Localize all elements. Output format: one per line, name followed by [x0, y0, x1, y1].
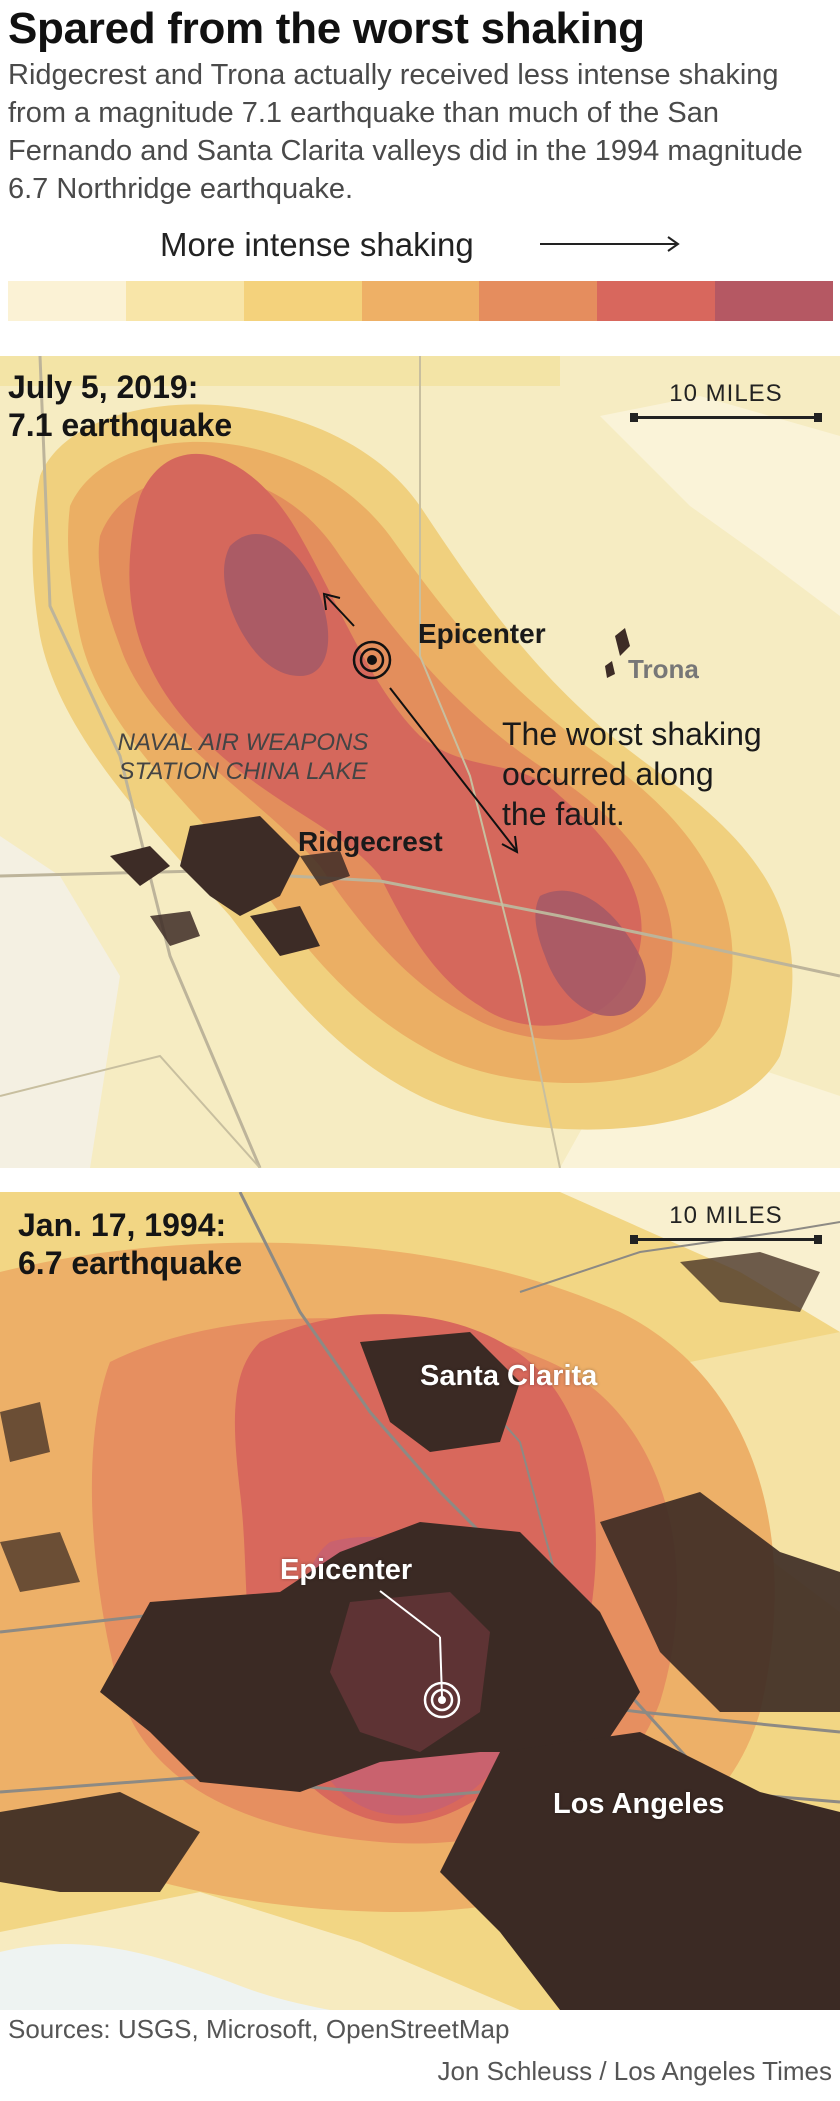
map-1994-northridge: Jan. 17, 1994: 6.7 earthquake 10 MILES S… — [0, 1192, 840, 2010]
shaking-map-1994 — [0, 1192, 840, 2010]
headline: Spared from the worst shaking — [8, 4, 645, 53]
map-2019-date: July 5, 2019: — [8, 369, 199, 405]
scale-bin-4 — [361, 281, 480, 321]
fault-annotation-line3: the fault. — [502, 796, 625, 832]
map-1994-date: Jan. 17, 1994: — [18, 1207, 227, 1243]
naval-label-line2: STATION CHINA LAKE — [118, 758, 368, 785]
scale-bin-1 — [8, 281, 126, 321]
scale-bar-line — [630, 1235, 822, 1244]
credit-line: Jon Schleuss / Los Angeles Times — [437, 2056, 832, 2086]
scale-bin-6 — [597, 281, 716, 321]
scale-bar-label: 10 MILES — [669, 380, 783, 407]
fault-annotation: The worst shaking occurred along the fau… — [502, 714, 762, 834]
scale-bin-3 — [243, 281, 362, 321]
scale-bin-5 — [479, 281, 598, 321]
map-1994-title: Jan. 17, 1994: 6.7 earthquake — [18, 1206, 242, 1282]
scale-bar-label: 10 MILES — [669, 1202, 783, 1229]
fault-annotation-line1: The worst shaking — [502, 716, 762, 752]
scale-bar-line — [630, 413, 822, 422]
fault-annotation-line2: occurred along — [502, 756, 714, 792]
epicenter-label-1994: Epicenter — [280, 1554, 413, 1586]
epicenter-label-2019: Epicenter — [418, 618, 546, 649]
map-2019-ridgecrest: July 5, 2019: 7.1 earthquake 10 MILES Ep… — [0, 356, 840, 1168]
arrow-right-icon — [540, 236, 680, 252]
map-2019-magnitude: 7.1 earthquake — [8, 407, 233, 443]
naval-label-line1: NAVAL AIR WEAPONS — [117, 729, 369, 756]
dek: Ridgecrest and Trona actually received l… — [8, 59, 803, 205]
ridgecrest-label: Ridgecrest — [298, 826, 443, 857]
naval-air-station-label: NAVAL AIR WEAPONS STATION CHINA LAKE — [98, 728, 388, 786]
map-1994-magnitude: 6.7 earthquake — [18, 1245, 243, 1281]
scale-bar-2019: 10 MILES — [630, 380, 822, 422]
legend-title: More intense shaking — [160, 226, 474, 263]
trona-label: Trona — [628, 654, 699, 684]
map-2019-title: July 5, 2019: 7.1 earthquake — [8, 368, 232, 444]
santa-clarita-label: Santa Clarita — [420, 1360, 598, 1392]
scale-bin-7 — [715, 281, 834, 321]
shaking-map-2019 — [0, 356, 840, 1168]
sources-note: Sources: USGS, Microsoft, OpenStreetMap — [8, 2014, 510, 2044]
scale-bar-1994: 10 MILES — [630, 1202, 822, 1244]
los-angeles-label: Los Angeles — [553, 1788, 725, 1820]
shaking-color-scale — [8, 281, 834, 321]
scale-bin-2 — [125, 281, 244, 321]
